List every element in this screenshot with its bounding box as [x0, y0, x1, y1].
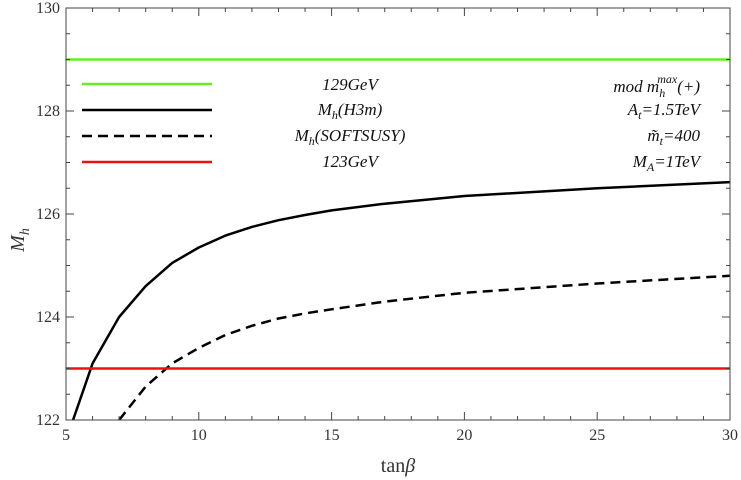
x-tick-label: 10 — [191, 427, 207, 444]
annotation-at: At=1.5TeV — [627, 100, 703, 122]
y-tick-label: 122 — [36, 412, 60, 429]
x-tick-label: 30 — [722, 427, 738, 444]
x-tick-label: 15 — [324, 427, 340, 444]
x-axis-title: tanβ — [381, 455, 415, 477]
x-tick-label: 25 — [589, 427, 605, 444]
legend-label-129gev: 129GeV — [322, 75, 380, 94]
legend-label-h3m: Mh(H3m) — [317, 100, 383, 122]
y-tick-label: 126 — [36, 206, 60, 223]
legend-label-softsusy: Mh(SOFTSUSY) — [294, 126, 406, 148]
series-line-m-h-softsusy- — [118, 274, 730, 420]
y-tick-label: 128 — [36, 103, 60, 120]
legend-label-123gev: 123GeV — [322, 152, 380, 171]
legend: 129GeV Mh(H3m) Mh(SOFTSUSY) 123GeV — [82, 75, 406, 171]
parameter-annotations: mod mhmax(+) At=1.5TeV m̃t=400 MA=1TeV — [613, 72, 702, 174]
annotation-ma: MA=1TeV — [632, 152, 703, 174]
axis-ticks: 5 10 15 20 25 30 122 124 126 128 130 — [36, 0, 738, 444]
annotation-scenario: mod mhmax(+) — [613, 72, 700, 100]
y-tick-label: 130 — [36, 0, 60, 17]
x-tick-label: 5 — [62, 427, 70, 444]
series-line-m-h-h3m- — [71, 180, 730, 420]
x-tick-label: 20 — [456, 427, 472, 444]
plot-content — [66, 58, 730, 420]
y-axis-title: Mh — [7, 228, 33, 253]
y-tick-label: 124 — [36, 309, 60, 326]
annotation-mt: m̃t=400 — [647, 126, 700, 148]
